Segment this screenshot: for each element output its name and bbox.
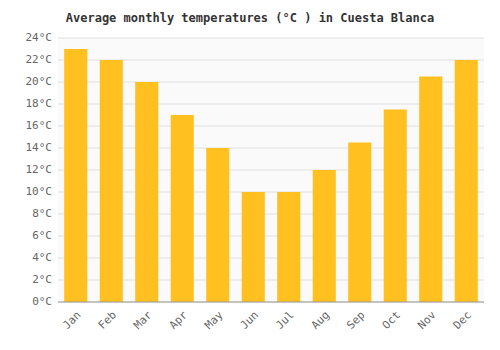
y-grid xyxy=(58,38,484,302)
y-tick-label: 6°C xyxy=(32,229,52,242)
x-tick-label: Dec xyxy=(451,309,474,332)
title: Average monthly temperatures (°C ) in Cu… xyxy=(66,11,434,25)
x-tick-label: Nov xyxy=(415,308,439,332)
y-tick-label: 22°C xyxy=(26,53,53,66)
y-tick-label: 14°C xyxy=(26,141,53,154)
grid-line xyxy=(58,302,484,303)
grid-line xyxy=(58,38,484,39)
y-tick-label: 8°C xyxy=(32,207,52,220)
x-tick-label: Jul xyxy=(273,309,296,332)
chart: 0°C 2°C 4°C 6°C 8°C 10°C 12°C 14°C 16°C 18°C 20°C 2… xyxy=(0,0,500,350)
y-tick-label: 20°C xyxy=(26,75,53,88)
y-tick-label: 16°C xyxy=(26,119,53,132)
bar xyxy=(348,143,371,303)
y-tick-label: 12°C xyxy=(26,163,53,176)
bar xyxy=(419,77,442,303)
x-tick-label: May xyxy=(202,308,226,332)
bar xyxy=(242,192,265,302)
x-tick-label: Oct xyxy=(380,309,403,332)
x-tick-label: Apr xyxy=(167,308,191,332)
x-tick-label: Jan xyxy=(60,309,83,332)
plot-background xyxy=(58,38,484,302)
x-tick-label: Jun xyxy=(238,309,261,332)
y-tick-label: 18°C xyxy=(26,97,53,110)
y-tick-label: 10°C xyxy=(26,185,53,198)
y-tick-label: 2°C xyxy=(32,273,52,286)
y-tick-label: 4°C xyxy=(32,251,52,264)
y-tick-label: 0°C xyxy=(32,295,52,308)
y-tick-label: 24°C xyxy=(26,31,53,44)
bar xyxy=(277,192,300,302)
bar xyxy=(100,60,123,302)
x-tick-label: Feb xyxy=(96,309,119,332)
bar xyxy=(135,82,158,302)
x-axis-line xyxy=(58,302,484,303)
bars xyxy=(64,49,478,302)
bar xyxy=(313,170,336,302)
bar xyxy=(455,60,478,302)
x-tick-label: Sep xyxy=(344,309,367,332)
bar xyxy=(206,148,229,302)
x-axis: Jan Feb Mar Apr May Jun Jul Aug Sep Oct Nov Dec xyxy=(60,308,474,332)
bar xyxy=(384,110,407,303)
bar xyxy=(64,49,87,302)
chart-container: 0°C 2°C 4°C 6°C 8°C 10°C 12°C 14°C 16°C 18°C 20°C 2… xyxy=(0,0,500,350)
x-tick-label: Mar xyxy=(131,308,155,332)
y-axis: 0°C 2°C 4°C 6°C 8°C 10°C 12°C 14°C 16°C 18°C 20°C 2… xyxy=(26,31,53,308)
bar xyxy=(171,115,194,302)
x-tick-label: Aug xyxy=(309,309,332,332)
